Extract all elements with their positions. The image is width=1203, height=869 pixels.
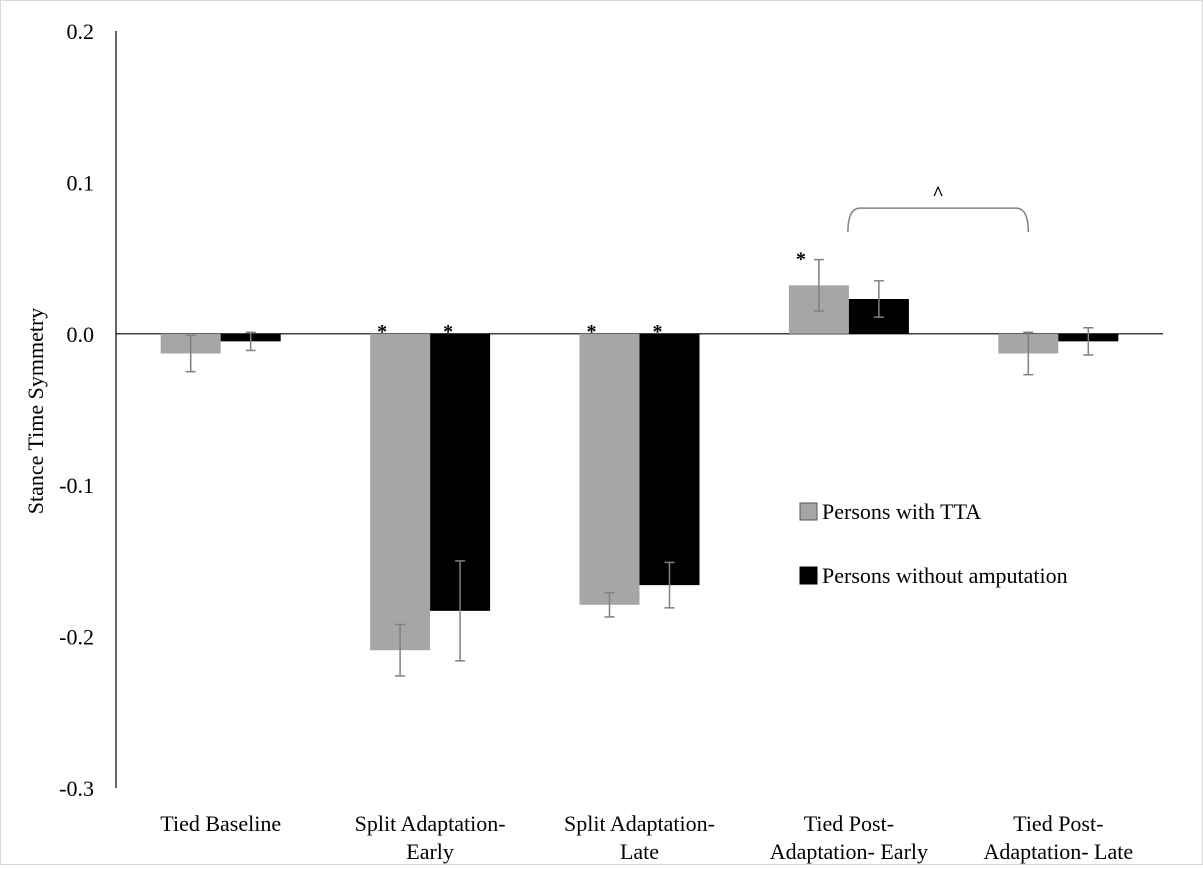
y-axis: 0.2 0.1 0.0 -0.1 -0.2 -0.3	[59, 19, 117, 801]
significance-markers: * * * * *	[377, 249, 806, 343]
significance-asterisk: *	[377, 321, 387, 343]
bracket-line	[847, 207, 1030, 233]
y-tick-label: 0.1	[67, 170, 95, 195]
x-tick-label: Adaptation- Late	[983, 839, 1133, 864]
y-tick-label: -0.2	[59, 625, 94, 650]
x-tick-label: Tied Post-	[804, 811, 894, 836]
legend-swatch	[799, 566, 818, 585]
x-tick-label: Split Adaptation-	[355, 811, 506, 836]
y-tick-label: 0.0	[67, 322, 95, 347]
bar-series-1	[579, 333, 640, 605]
bars	[160, 285, 1119, 651]
x-tick-label: Tied Baseline	[160, 811, 281, 836]
significance-asterisk: *	[653, 321, 663, 343]
significance-asterisk: *	[587, 321, 597, 343]
significance-asterisk: *	[796, 249, 806, 271]
y-tick-label: -0.3	[59, 776, 94, 801]
x-tick-label: Split Adaptation-	[564, 811, 715, 836]
y-axis-label: Stance Time Symmetry	[23, 308, 48, 515]
x-tick-label: Early	[406, 839, 454, 864]
significance-asterisk: *	[443, 321, 453, 343]
x-tick-label: Late	[620, 839, 659, 864]
x-tick-label: Tied Post-	[1013, 811, 1103, 836]
legend-swatch	[799, 502, 818, 521]
y-tick-label: 0.2	[67, 19, 95, 44]
legend: Persons with TTA Persons without amputati…	[799, 499, 1068, 588]
x-axis: Tied Baseline Split Adaptation- Early Split…	[116, 333, 1163, 864]
legend-label: Persons with TTA	[822, 499, 981, 524]
bracket-label: ^	[932, 183, 944, 205]
bar-series-1	[370, 333, 431, 651]
x-tick-label: Adaptation- Early	[770, 839, 928, 864]
error-bars	[185, 258, 1094, 677]
y-tick-label: -0.1	[59, 473, 94, 498]
significance-bracket: ^	[847, 183, 1030, 233]
legend-label: Persons without amputation	[822, 563, 1068, 588]
bar-series-2	[639, 333, 700, 586]
